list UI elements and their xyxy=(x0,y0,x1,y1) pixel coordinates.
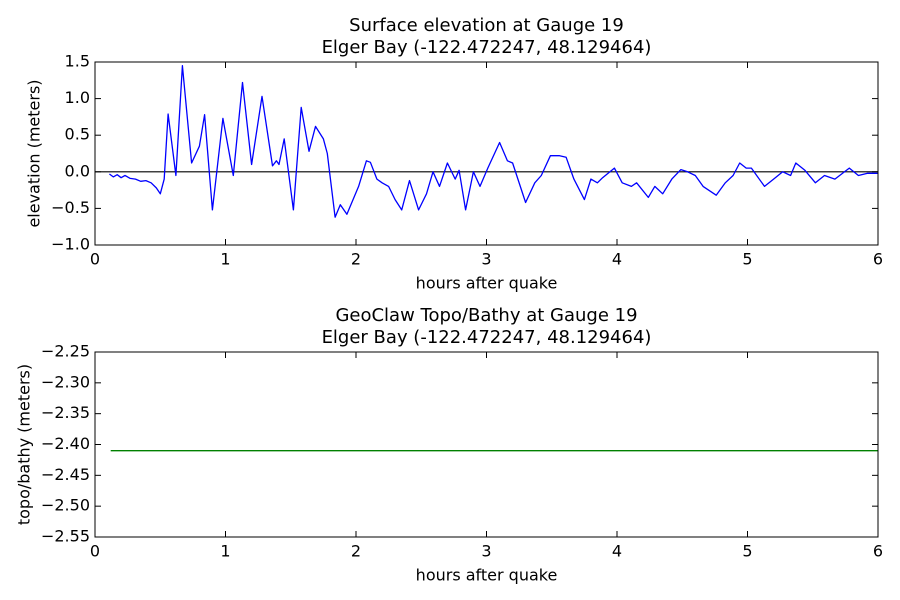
chart-title: GeoClaw Topo/Bathy at Gauge 19 xyxy=(335,305,637,326)
y-tick-label: −0.5 xyxy=(51,198,90,217)
y-tick-label: −2.35 xyxy=(41,403,90,422)
x-tick-label: 3 xyxy=(481,250,491,269)
plot-frame xyxy=(94,351,879,538)
chart-subtitle: Elger Bay (-122.472247, 48.129464) xyxy=(322,37,652,58)
y-tick-label: 0.0 xyxy=(65,161,90,180)
x-tick-label: 6 xyxy=(873,542,883,561)
y-tick-label: 1.0 xyxy=(65,88,90,107)
x-tick-label: 2 xyxy=(351,542,361,561)
x-tick-label: 0 xyxy=(90,542,100,561)
y-tick-label: −2.45 xyxy=(41,465,90,484)
y-tick-label: 1.5 xyxy=(65,52,90,71)
y-tick-label: −2.55 xyxy=(41,527,90,546)
x-tick-label: 2 xyxy=(351,250,361,269)
y-tick-label: −2.25 xyxy=(41,342,90,361)
y-tick-label: −2.30 xyxy=(41,372,90,391)
x-tick-label: 3 xyxy=(481,542,491,561)
y-tick-label: −1.0 xyxy=(51,235,90,254)
x-tick-label: 5 xyxy=(742,250,752,269)
y-tick-label: −2.50 xyxy=(41,496,90,515)
chart-subtitle: Elger Bay (-122.472247, 48.129464) xyxy=(322,327,652,348)
x-tick-label: 1 xyxy=(220,542,230,561)
y-tick-label: −2.40 xyxy=(41,434,90,453)
y-tick-label: 0.5 xyxy=(65,125,90,144)
x-tick-label: 4 xyxy=(612,250,622,269)
x-tick-label: 4 xyxy=(612,542,622,561)
x-tick-label: 6 xyxy=(873,250,883,269)
x-tick-label: 5 xyxy=(742,542,752,561)
x-axis-label: hours after quake xyxy=(416,274,558,293)
plot-frame xyxy=(94,61,879,246)
y-axis-label: elevation (meters) xyxy=(25,79,44,227)
y-axis-label: topo/bathy (meters) xyxy=(15,364,34,525)
chart-title: Surface elevation at Gauge 19 xyxy=(349,15,624,36)
x-axis-label: hours after quake xyxy=(416,566,558,585)
x-tick-label: 1 xyxy=(220,250,230,269)
data-line xyxy=(109,65,878,218)
x-tick-label: 0 xyxy=(90,250,100,269)
